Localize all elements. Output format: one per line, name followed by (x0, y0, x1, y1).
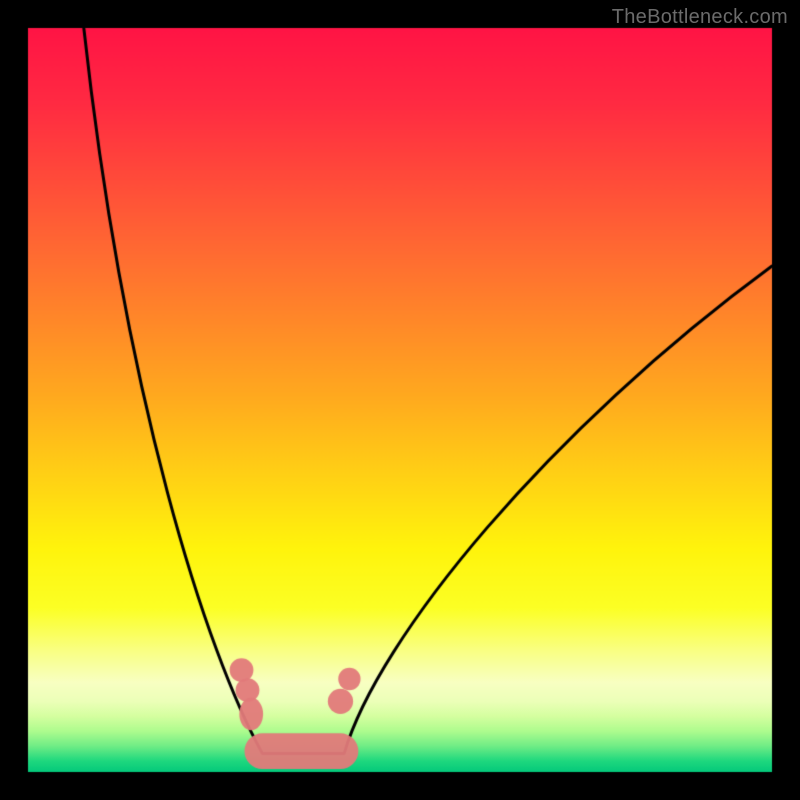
watermark-text: TheBottleneck.com (612, 6, 788, 29)
bottleneck-curve (0, 0, 800, 800)
